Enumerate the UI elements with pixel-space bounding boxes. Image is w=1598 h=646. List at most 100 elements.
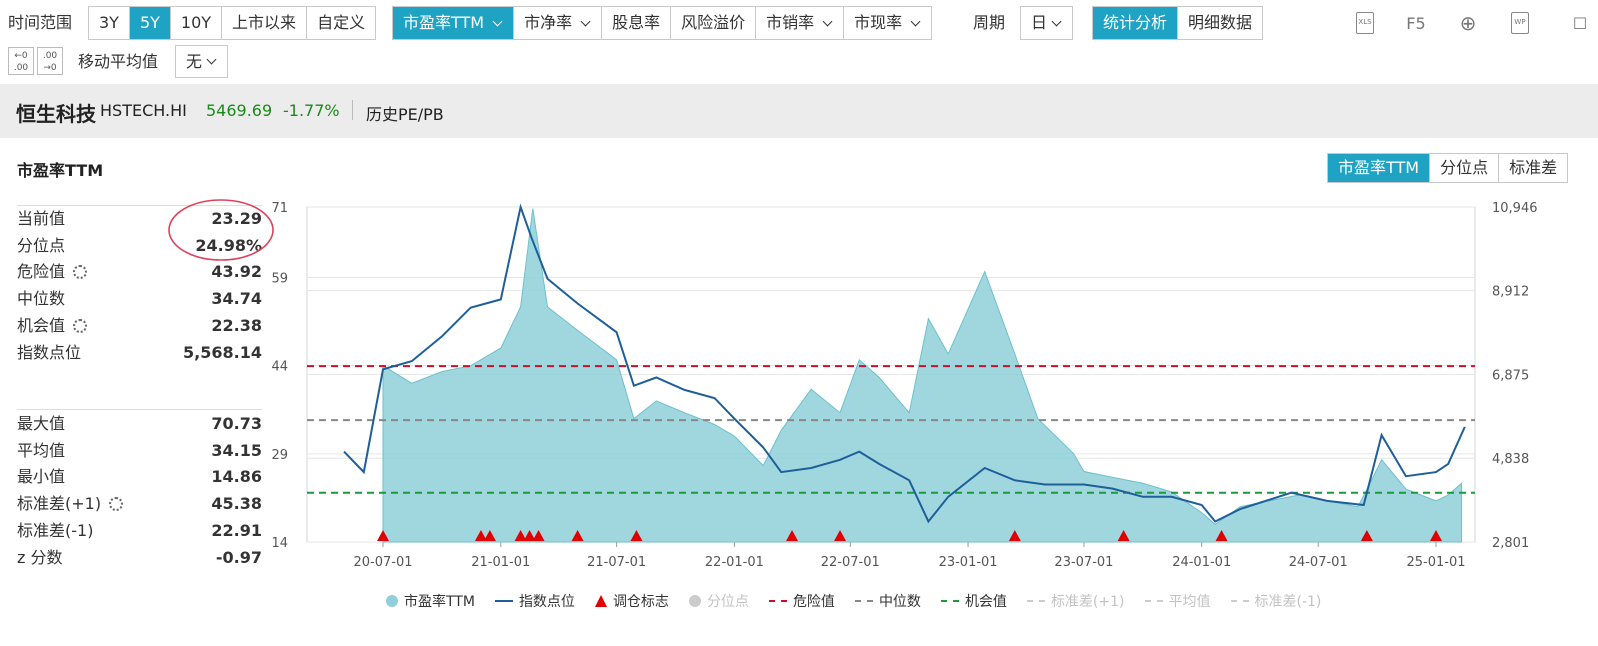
gear-icon[interactable] [73,318,88,333]
legend-item[interactable]: 标准差(+1) [1026,591,1125,611]
index-change: -1.77% [283,101,340,120]
view-button[interactable]: 统计分析 [1093,7,1179,39]
tab-history-pe-pb[interactable]: 历史PE/PB [366,105,444,124]
legend-swatch [386,595,398,607]
metric-button[interactable]: 股息率 [602,7,672,39]
stat-row: 机会值 22.38 [17,313,262,339]
export-xls-icon[interactable]: XLS [1350,10,1380,36]
y-right-tick: 8,912 [1492,285,1529,300]
window-icon[interactable]: ☐ [1572,13,1588,33]
x-tick: 24-01-01 [1172,555,1231,570]
mode-button[interactable]: 标准差 [1499,154,1568,182]
legend-label: 分位点 [706,594,749,610]
chevron-down-icon [1051,16,1062,26]
range-button-group: 3Y 5Y 10Y 上市以来 自定义 [88,6,377,40]
stat-label: 指数点位 [17,342,82,362]
metric-button[interactable]: 市净率 [514,7,603,39]
legend-item[interactable]: 市盈率TTM [386,591,475,611]
ma-value: 无 [186,51,203,71]
y-right-tick: 10,946 [1492,201,1538,216]
panel-title: 市盈率TTM [17,161,104,180]
increase-decimal-button[interactable]: .00 →0 [37,47,63,75]
stat-value: 24.98% [195,235,262,255]
pe-chart: 71 59 44 29 14 10,946 8,912 6,875 4,838 2,801 20-0… [271,201,1538,570]
stat-value: 22.91 [211,520,262,540]
chevron-down-icon [580,16,591,26]
divider [17,409,262,410]
pe-ttm-area [382,208,1463,543]
stat-label: 机会值 [17,313,88,339]
range-button-label: 自定义 [317,13,366,32]
rebalance-marker [786,530,799,541]
rebalance-marker [474,530,487,541]
range-button-label: 3Y [99,13,119,32]
metric-button[interactable]: 市现率 [844,7,932,39]
legend-item[interactable]: 指数点位 [494,591,575,611]
mode-button[interactable]: 分位点 [1430,154,1500,182]
legend-item[interactable]: 危险值 [768,591,835,611]
metric-button[interactable]: 风险溢价 [671,7,757,39]
stat-value: -0.97 [215,547,262,567]
chevron-down-icon [822,16,833,26]
y-left-tick: 29 [271,448,288,463]
stat-row: 危险值 43.92 [17,259,262,285]
index-name: 恒生科技 [16,102,96,126]
index-price: 5469.69 [206,101,273,120]
divider [352,100,353,120]
range-button[interactable]: 3Y [89,7,130,39]
gear-icon[interactable] [109,497,124,512]
chevron-down-icon [492,16,503,26]
range-button-label: 上市以来 [232,13,297,32]
stat-label: 最小值 [17,467,66,487]
range-label: 时间范围 [8,13,73,32]
mode-button[interactable]: 市盈率TTM [1328,154,1431,182]
stat-label: 中位数 [17,289,66,309]
range-button[interactable]: 10Y [170,7,223,39]
stat-value: 34.15 [211,440,262,460]
divider [17,205,262,206]
period-label: 周期 [973,13,1006,32]
x-tick: 21-01-01 [471,555,530,570]
legend-item[interactable]: 调仓标志 [594,591,669,611]
toolbar: 时间范围 3Y 5Y 10Y 上市以来 自定义 市盈率TTM 市净率 股息率 风险溢价 市销率市… [0,0,1598,84]
period-select[interactable]: 日 [1020,6,1074,40]
ma-select[interactable]: 无 [175,45,229,78]
legend-item[interactable]: 标准差(-1) [1230,591,1322,611]
stat-label: z 分数 [17,547,63,567]
stat-row: z 分数 -0.97 [17,545,262,571]
stat-row: 最大值 70.73 [17,411,262,437]
stat-label: 标准差(+1) [17,491,124,517]
add-icon[interactable]: ⊕ [1459,11,1477,35]
export-wp-icon[interactable]: WP [1505,10,1535,36]
legend-swatch [594,595,607,607]
legend-item[interactable]: 中位数 [854,591,921,611]
metric-button[interactable]: 市销率 [756,7,845,39]
stat-label: 标准差(-1) [17,520,94,540]
stat-value: 14.86 [211,467,262,487]
gear-icon[interactable] [73,265,88,280]
rebalance-marker [1215,530,1228,541]
rebalance-marker [1117,530,1130,541]
decrease-decimal-button[interactable]: ←0.00 [8,47,34,75]
metric-button-label: 市净率 [524,13,573,32]
view-button[interactable]: 明细数据 [1178,7,1263,39]
range-button[interactable]: 上市以来 [222,7,308,39]
highlight-circle [168,199,274,261]
metric-button[interactable]: 市盈率TTM [393,7,515,39]
legend-swatch [1144,600,1163,602]
view-button-group: 统计分析 明细数据 [1092,6,1264,40]
legend-item[interactable]: 机会值 [940,591,1007,611]
legend-label: 标准差(-1) [1254,594,1322,610]
legend-item[interactable]: 分位点 [688,591,749,611]
legend-item[interactable]: 平均值 [1144,591,1211,611]
legend-swatch [768,600,787,602]
view-button-label: 统计分析 [1103,13,1168,32]
metric-button-group: 市盈率TTM 市净率 股息率 风险溢价 市销率 市现率 [392,6,933,40]
range-button[interactable]: 5Y [129,7,171,39]
index-line [343,203,1466,524]
f5-refresh-button[interactable]: F5 [1406,13,1426,33]
period-value: 日 [1031,13,1048,32]
x-tick: 25-01-01 [1406,555,1465,570]
mode-button-group: 市盈率TTM 分位点 标准差 [1327,153,1569,183]
range-button[interactable]: 自定义 [307,7,376,39]
